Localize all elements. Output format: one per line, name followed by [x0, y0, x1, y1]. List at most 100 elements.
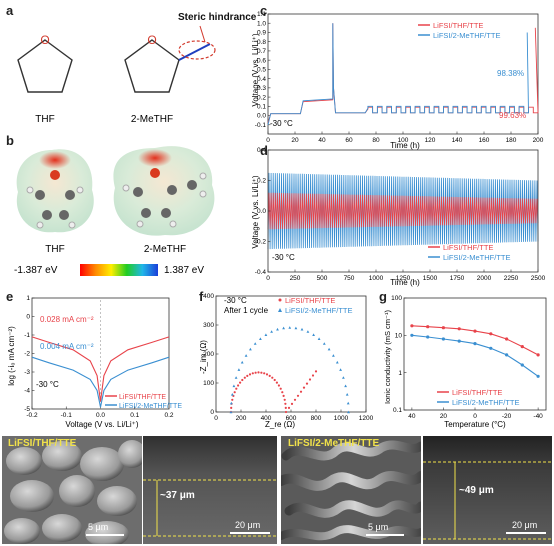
chart-g-xtick-label: -40 — [533, 413, 543, 420]
legend-f-blue: LiFSI/2-MeTHF/TTE — [285, 306, 353, 315]
chart-g-point-1 — [426, 335, 430, 339]
sem-h-scale-left: 5 μm — [88, 522, 109, 532]
methf-negative-region — [138, 149, 172, 167]
chart-f-point-blue — [312, 333, 315, 336]
thf-esp-surface — [16, 149, 94, 233]
thf-label: THF — [35, 114, 54, 125]
chart-g-point-0 — [426, 325, 430, 329]
chart-f-point-red — [277, 384, 280, 387]
chart-e-xtick-label: -0.2 — [26, 412, 38, 419]
chart-d-xlabel: Time (h) — [390, 278, 420, 287]
methf-h-atom — [169, 220, 177, 228]
legend-g-blue: LiFSI/2-MeTHF/TTE — [452, 398, 520, 407]
chart-c-axes: 0 20 40 60 80 100 120 140 160 180 200 -0.1 0.0 0.1 0.2… — [255, 11, 544, 144]
methf-c-atom — [167, 185, 177, 195]
sem-i-scalebar-left — [366, 534, 404, 536]
chart-f-point-blue — [322, 342, 326, 345]
methf-label: 2-MeTHF — [131, 114, 173, 125]
chart-e-axes: -0.2 -0.1 0.0 0.1 0.2 -5 -4 -3 -2 -1 0 1 — [24, 295, 174, 419]
sem-h-title: LiFSI/THF/TTE — [8, 438, 77, 449]
legend-e-red: LiFSI/THF/TTE — [119, 394, 166, 401]
chart-c-ytick-label: 0.5 — [257, 67, 266, 74]
chart-f-point-blue — [347, 410, 350, 414]
sem-i-scale-right: 20 μm — [512, 520, 538, 530]
chart-f-point-red — [231, 398, 234, 401]
sem-h-surface-texture — [4, 440, 142, 544]
chart-d-series-0 — [267, 192, 539, 230]
sem-h-surface — [2, 436, 142, 544]
chart-c-xtick-label: 40 — [318, 137, 326, 144]
chart-f-xtick-label: 600 — [286, 415, 297, 422]
legend-e-blue: LiFSI/2-MeTHF/TTE — [119, 403, 182, 410]
chart-c-ytick-label: 1.1 — [257, 11, 266, 18]
chart-e-ytick-label: -2 — [24, 351, 30, 358]
sem-h-thickness: ~37 μm — [160, 490, 195, 501]
chart-g-ytick-label: 10 — [395, 333, 403, 340]
sem-i-scalebar-right — [506, 532, 546, 534]
chart-f-point-blue — [264, 333, 268, 336]
chart-f-xtick-label: 800 — [311, 415, 322, 422]
chart-d-xtick-label: 1250 — [396, 275, 411, 282]
chart-g-xlabel: Temperature (°C) — [444, 420, 506, 429]
chart-c-ytick-label: -0.1 — [255, 122, 267, 129]
chart-c-eff-blue: 98.38% — [497, 69, 524, 78]
chart-e-xtick-label: 0.2 — [164, 412, 173, 419]
chart-f-xtick-label: 200 — [236, 415, 247, 422]
chart-f-point-red — [260, 371, 263, 374]
chart-f-point-blue — [346, 401, 350, 405]
sem-i-thickness: ~49 μm — [459, 485, 494, 496]
chart-e-ytick-label: -4 — [24, 388, 30, 395]
panel-label-f: f — [199, 289, 204, 304]
chart-c-condition: -30 °C — [270, 119, 293, 128]
chart-c-eff-red: 99.63% — [499, 111, 526, 120]
methf-h-atom — [199, 172, 207, 180]
chart-f-point-blue — [335, 360, 339, 364]
chart-f-point-blue — [327, 347, 331, 351]
sem-i-surface — [281, 436, 421, 544]
chart-f-point-blue — [249, 347, 252, 351]
chart-f-point-blue — [229, 401, 233, 405]
chart-g-point-1 — [473, 342, 477, 346]
panel-label-d: d — [260, 143, 268, 158]
chart-e-i0-red: 0.028 mA cm⁻² — [40, 315, 94, 324]
annotation-arrow — [199, 25, 206, 43]
chart-f-point-red — [281, 391, 284, 394]
chart-f-point-red — [279, 387, 282, 390]
chart-g-point-0 — [441, 326, 445, 330]
chart-c-ytick-label: 0.7 — [257, 48, 266, 55]
chart-g-point-0 — [536, 353, 540, 357]
chart-f-ytick-label: 400 — [203, 293, 214, 300]
chart-f-point-red — [233, 391, 236, 394]
chart-c-ytick-label: 0.6 — [257, 57, 266, 64]
sem-h-scale-right: 20 μm — [235, 520, 261, 530]
chart-e-xtick-label: 0.0 — [96, 412, 105, 419]
chart-f-ytick-label: 300 — [203, 322, 214, 329]
thf-c-atom — [35, 190, 45, 200]
methf-c-atom — [141, 208, 151, 218]
chart-f-point-red — [254, 371, 257, 374]
sem-i-title: LiFSI/2-MeTHF/TTE — [288, 438, 380, 449]
chart-f-point-red — [243, 376, 246, 379]
chart-c-plot — [267, 23, 539, 125]
chart-c-xtick-label: 120 — [425, 137, 436, 144]
thf-ring — [17, 39, 73, 93]
chart-g-point-1 — [489, 346, 493, 350]
chart-d-xtick-label: 1000 — [369, 275, 384, 282]
chart-c-xtick-label: 200 — [533, 137, 544, 144]
esp-scale-min: -1.387 eV — [14, 265, 58, 276]
chart-c-xtick-label: 20 — [291, 137, 299, 144]
chart-f-ytick-label: 0 — [210, 409, 214, 416]
methf-ring — [124, 39, 180, 93]
chart-d-xtick-label: 2250 — [504, 275, 519, 282]
panel-a-structures: O O Steric hindrance THF 2-MeTHF — [17, 12, 257, 125]
sem-h-cross-section — [143, 436, 277, 544]
legend-d-red: LiFSI/THF/TTE — [443, 243, 493, 252]
chart-f-xtick-label: 1200 — [359, 415, 374, 422]
thf-c-atom — [65, 190, 75, 200]
chart-f-point-blue — [244, 354, 248, 357]
chart-e-xtick-label: 0.1 — [130, 412, 139, 419]
chart-g-point-1 — [441, 337, 445, 341]
chart-f-ytick-label: 200 — [203, 351, 214, 358]
